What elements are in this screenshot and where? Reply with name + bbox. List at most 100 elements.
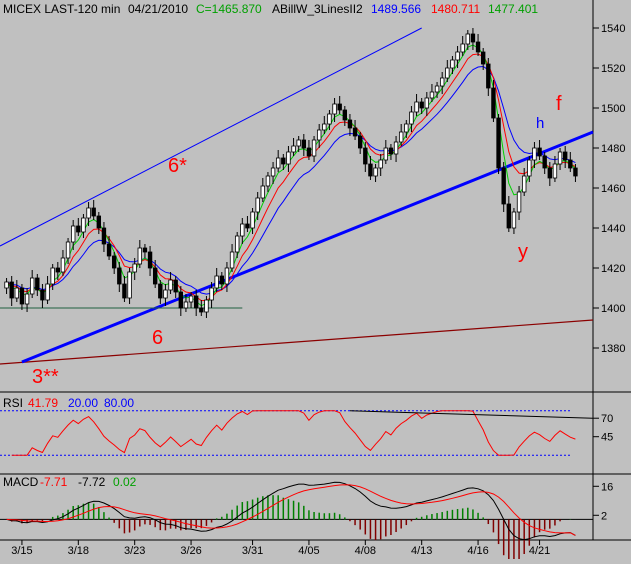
candle-body [70, 225, 76, 243]
candle-body [527, 159, 532, 177]
candle [204, 296, 209, 318]
candle-body [111, 255, 117, 269]
date-tick-label: 4/21 [529, 545, 550, 557]
candle-body [542, 155, 547, 169]
candle-body [562, 151, 568, 161]
candle-body [460, 43, 465, 53]
candle-body [178, 291, 184, 309]
candle-body [250, 211, 255, 229]
header-close: C=1465.870 [196, 2, 262, 16]
candle [291, 138, 296, 156]
rsi-legend-low: 20.00 [68, 396, 98, 410]
candle-body [557, 151, 563, 165]
candle [521, 168, 527, 196]
candle [70, 220, 76, 250]
candle [506, 196, 512, 232]
candle [383, 140, 389, 164]
candle [327, 110, 332, 130]
candle-body [291, 145, 296, 153]
candle-body [434, 85, 440, 93]
candle [434, 82, 440, 98]
candle [234, 232, 240, 258]
candle [240, 218, 245, 244]
candle-body [117, 267, 122, 285]
candle [188, 292, 194, 308]
candle [199, 300, 204, 316]
candle-body [86, 207, 91, 219]
candle-body [337, 103, 342, 111]
candle [491, 80, 496, 122]
candle-body [347, 119, 353, 129]
candle [378, 154, 383, 176]
candle [193, 290, 199, 316]
candle-body [127, 271, 132, 299]
candle-body [419, 101, 424, 109]
rsi-tick-label: 70 [601, 413, 613, 425]
candle [29, 270, 35, 298]
candle-body [255, 197, 260, 213]
candle [86, 202, 91, 226]
candle [214, 268, 219, 292]
candle [45, 276, 50, 304]
candle-body [486, 63, 491, 89]
candle-body [301, 139, 307, 149]
header-ind-v1: 1489.566 [371, 2, 421, 16]
price-tick-label: 1440 [601, 223, 625, 235]
price-tick-label: 1420 [601, 263, 625, 275]
candle [388, 144, 394, 160]
candle-body [55, 267, 61, 273]
candle-body [332, 103, 337, 115]
candle-body [393, 141, 399, 155]
candle-body [342, 109, 348, 121]
candle-body [439, 77, 445, 87]
candle-body [445, 67, 450, 79]
candle-body [183, 301, 189, 309]
rsi-legend-value: 41.79 [28, 396, 58, 410]
ma-green-line [6, 44, 576, 307]
candle [255, 192, 260, 220]
candle [55, 262, 61, 280]
candle [557, 148, 563, 170]
candle [465, 30, 471, 50]
candle-body [35, 277, 40, 291]
candle-body [327, 113, 332, 125]
macd-legend-hist: 0.02 [113, 475, 137, 489]
candle [275, 150, 281, 172]
ma-blue-line [6, 65, 576, 295]
date-tick-label: 4/13 [411, 545, 432, 557]
date-tick-label: 4/08 [355, 545, 376, 557]
candle-body [60, 257, 66, 273]
candle [357, 132, 363, 154]
candle-body [383, 147, 389, 161]
candle [450, 56, 455, 74]
candle-body [424, 97, 430, 109]
candle-body [265, 175, 271, 187]
candle-body [501, 167, 506, 205]
candle [409, 106, 414, 132]
candle [470, 28, 476, 50]
candle [562, 146, 568, 168]
candle-body [573, 167, 578, 177]
candle [24, 288, 30, 312]
candle-body [311, 139, 317, 157]
macd-legend-value: -7.71 [40, 475, 68, 489]
candle [455, 46, 460, 68]
candle [4, 278, 9, 294]
price-axis: 1380 1400 1420 1440 1460 1480 1500 1520 1540 [593, 23, 625, 355]
candle [363, 142, 368, 172]
candle-body [106, 243, 112, 257]
candle [486, 58, 491, 96]
price-tick-label: 1520 [601, 63, 625, 75]
candle-body [368, 163, 373, 177]
candle-body [29, 277, 35, 295]
candle-body [306, 147, 312, 157]
candle-body [363, 147, 368, 165]
wave-label-h: h [536, 115, 544, 132]
candle-body [537, 147, 542, 157]
candle-body [516, 191, 522, 213]
candle [527, 156, 532, 182]
date-tick-label: 4/05 [298, 545, 319, 557]
candle [439, 72, 445, 94]
